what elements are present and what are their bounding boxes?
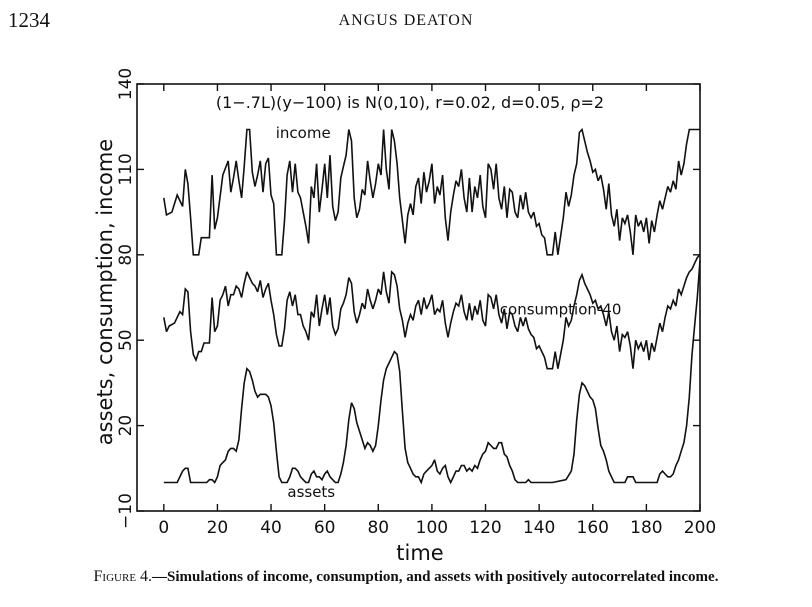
x-tick-label: 180	[630, 518, 662, 538]
x-tick-label: 200	[684, 518, 716, 538]
caption-text: —Simulations of income, consumption, and…	[152, 569, 719, 585]
plot-frame	[136, 83, 701, 512]
series-label: assets	[287, 483, 335, 501]
x-tick-label: 0	[158, 518, 169, 538]
tick-labels: 0 20 40 60 80 100 120 140 160 180 200 −10 20 50 80 110 1…	[116, 68, 716, 538]
series-labels: income consumption-40 assets	[276, 124, 622, 501]
plot-border	[136, 83, 701, 512]
y-tick-label: 110	[116, 153, 136, 185]
chart-title: (1−.7L)(y−100) is N(0,10), r=0.02, d=0.0…	[216, 93, 604, 112]
x-tick-label: 60	[314, 518, 336, 538]
x-tick-label: 20	[207, 518, 229, 538]
y-tick-label: 20	[116, 415, 136, 437]
series-line-income	[163, 127, 700, 256]
x-tick-label: 100	[416, 518, 448, 538]
x-tick-label: 120	[469, 518, 501, 538]
y-tick-label: 140	[116, 68, 136, 100]
x-tick-label: 140	[523, 518, 555, 538]
x-tick-label: 160	[577, 518, 609, 538]
figure-label: Figure 4.	[93, 568, 153, 585]
y-tick-label: 80	[116, 244, 136, 266]
y-tick-label: 50	[116, 329, 136, 351]
series-label: income	[276, 124, 331, 142]
series-line-consumption-40	[163, 254, 701, 370]
series-line-assets	[163, 260, 701, 485]
x-tick-label: 80	[367, 518, 389, 538]
series-label: consumption-40	[500, 301, 622, 319]
x-axis-label: time	[396, 541, 443, 565]
series-lines	[163, 127, 701, 485]
y-tick-label: −10	[116, 493, 136, 529]
x-tick-label: 40	[260, 518, 282, 538]
y-axis-label: assets, consumption, income	[93, 139, 117, 445]
page-number: 1234	[8, 8, 50, 32]
axis-ticks	[137, 83, 701, 512]
running-head: ANGUS DEATON	[338, 12, 474, 29]
figure-caption: Figure 4.—Simulations of income, consump…	[0, 568, 812, 586]
